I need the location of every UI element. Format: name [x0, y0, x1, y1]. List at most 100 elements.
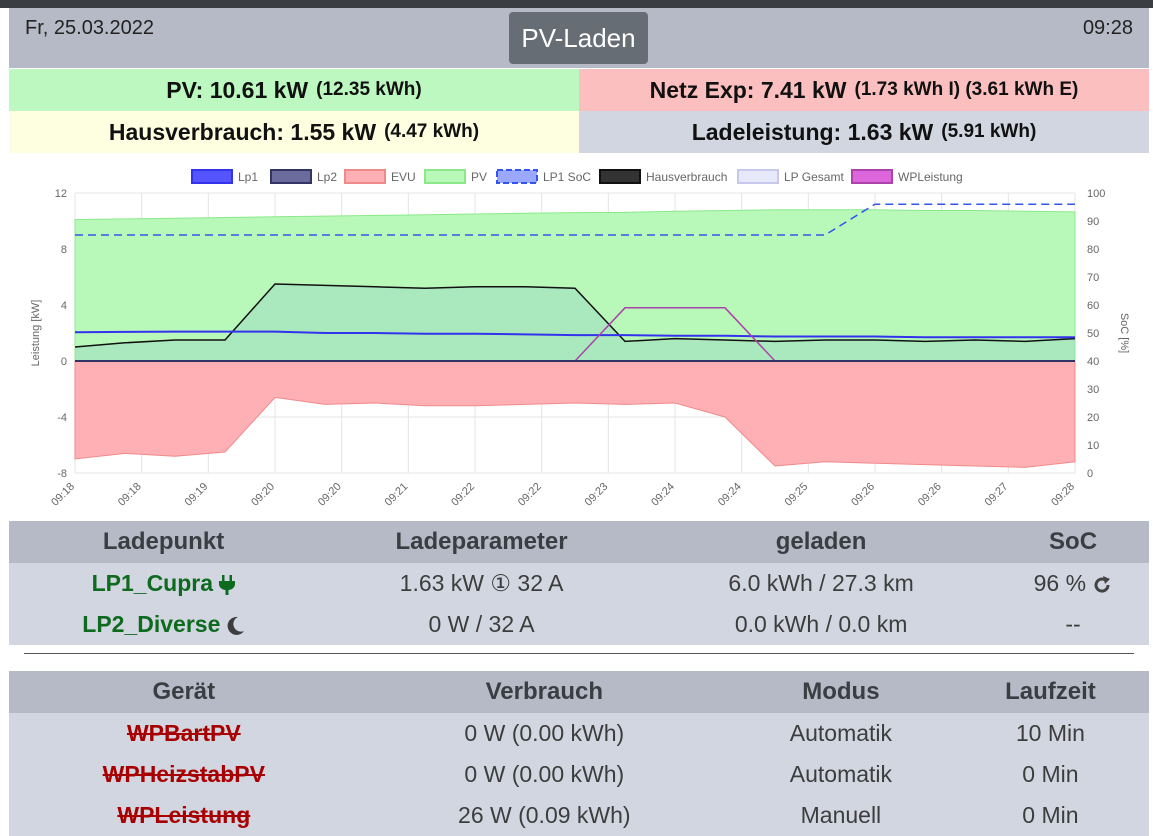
- x-tick-label: 09:19: [183, 481, 211, 509]
- time-label: 09:28: [1082, 17, 1133, 39]
- legend-label: WPLeistung: [898, 170, 963, 184]
- charge-point-name[interactable]: LP1_Cupra: [9, 563, 319, 604]
- device-name[interactable]: WPLeistung: [9, 795, 359, 836]
- y2-axis-title: SoC [%]: [1118, 313, 1130, 353]
- date-label: Fr, 25.03.2022: [25, 17, 154, 39]
- y-tick-label: -4: [57, 412, 67, 424]
- lp1-soc-line: [75, 203, 1075, 236]
- col-soc: SoC: [997, 521, 1149, 563]
- charged-amount: 6.0 kWh / 27.3 km: [645, 563, 998, 604]
- legend-label: Lp2: [317, 170, 337, 184]
- device-mode[interactable]: Manuell: [729, 795, 952, 836]
- device-name[interactable]: WPBartPV: [9, 713, 359, 754]
- x-tick-label: 09:25: [783, 481, 811, 509]
- charged-amount: 0.0 kWh / 0.0 km: [645, 604, 998, 645]
- y2-tick-label: 10: [1087, 440, 1099, 452]
- table-row: WPHeizstabPV 0 W (0.00 kWh) Automatik 0 …: [9, 754, 1149, 795]
- x-tick-label: 09:28: [1049, 481, 1077, 509]
- y2-tick-label: 50: [1087, 328, 1099, 340]
- device-mode[interactable]: Automatik: [729, 713, 952, 754]
- y-tick-label: 8: [61, 244, 67, 256]
- divider: [24, 653, 1134, 654]
- y-tick-label: -8: [57, 468, 67, 480]
- col-modus: Modus: [729, 671, 952, 713]
- charge-point-table: Ladepunkt Ladeparameter geladen SoC LP1_…: [9, 521, 1149, 645]
- y2-tick-label: 80: [1087, 244, 1099, 256]
- x-tick-label: 09:24: [649, 481, 677, 509]
- col-geladen: geladen: [645, 521, 998, 563]
- legend-swatch: [344, 169, 386, 184]
- legend-swatch: [599, 169, 641, 184]
- x-tick-label: 09:18: [116, 481, 144, 509]
- window-top-bar: [0, 0, 1153, 8]
- col-laufzeit: Laufzeit: [951, 671, 1149, 713]
- y-tick-label: 0: [61, 356, 67, 368]
- legend-swatch: [191, 169, 233, 184]
- x-tick-label: 09:26: [849, 481, 877, 509]
- pv-status: PV: 10.61 kW (12.35 kWh): [9, 69, 579, 111]
- device-runtime: 10 Min: [951, 713, 1149, 754]
- col-ladeparameter: Ladeparameter: [318, 521, 646, 563]
- legend-swatch: [424, 169, 466, 184]
- legend-label: LP Gesamt: [784, 170, 844, 184]
- x-tick-label: 09:27: [983, 481, 1011, 509]
- lp1-line: [74, 330, 1075, 339]
- plug-icon: [219, 574, 236, 595]
- pv-area: [74, 209, 1076, 362]
- y-axis-title: Leistung [kW]: [30, 300, 42, 367]
- legend-swatch: [496, 169, 538, 184]
- y2-tick-label: 70: [1087, 272, 1099, 284]
- device-table: Gerät Verbrauch Modus Laufzeit WPBartPV …: [9, 671, 1149, 836]
- charge-param: 1.63 kW ① 32 A: [318, 563, 646, 604]
- house-consumption-status: Hausverbrauch: 1.55 kW (4.47 kWh): [9, 111, 579, 153]
- table-row: LP1_Cupra 1.63 kW ① 32 A 6.0 kWh / 27.3 …: [9, 563, 1149, 604]
- page-title-button[interactable]: PV-Laden: [509, 12, 648, 64]
- device-runtime: 0 Min: [951, 754, 1149, 795]
- col-ladepunkt: Ladepunkt: [9, 521, 319, 563]
- power-chart[interactable]: -8 -4 0 4 8 12 0 10 20 30 40 50 60 70 80 90 100 09:18 09:1…: [9, 160, 1149, 515]
- x-tick-label: 09:23: [583, 481, 611, 509]
- legend-label: PV: [471, 170, 487, 184]
- device-consumption: 0 W (0.00 kWh): [358, 754, 730, 795]
- soc-cell: 96 %: [997, 563, 1149, 604]
- x-tick-label: 09:24: [716, 481, 744, 509]
- legend-swatch: [851, 169, 893, 184]
- x-tick-label: 09:26: [916, 481, 944, 509]
- y2-tick-label: 100: [1087, 188, 1105, 200]
- moon-icon: [227, 616, 244, 635]
- x-tick-label: 09:18: [49, 481, 77, 509]
- device-mode[interactable]: Automatik: [729, 754, 952, 795]
- legend-label: EVU: [391, 170, 416, 184]
- page-header: Fr, 25.03.2022 PV-Laden 09:28: [9, 8, 1149, 68]
- soc-cell: --: [997, 604, 1149, 645]
- charge-param: 0 W / 32 A: [318, 604, 646, 645]
- legend-label: LP1 SoC: [543, 170, 591, 184]
- col-geraet: Gerät: [9, 671, 359, 713]
- table-row: WPBartPV 0 W (0.00 kWh) Automatik 10 Min: [9, 713, 1149, 754]
- legend-label: Hausverbrauch: [646, 170, 727, 184]
- y2-tick-label: 60: [1087, 300, 1099, 312]
- x-tick-label: 09:20: [316, 481, 344, 509]
- y2-tick-label: 30: [1087, 384, 1099, 396]
- legend-swatch: [270, 169, 312, 184]
- y2-tick-label: 0: [1087, 468, 1093, 480]
- x-tick-label: 09:20: [249, 481, 277, 509]
- y-tick-label: 12: [55, 188, 67, 200]
- refresh-icon[interactable]: [1092, 575, 1112, 595]
- device-name[interactable]: WPHeizstabPV: [9, 754, 359, 795]
- device-runtime: 0 Min: [951, 795, 1149, 836]
- legend-swatch: [737, 169, 779, 184]
- y2-tick-label: 20: [1087, 412, 1099, 424]
- x-tick-label: 09:21: [383, 481, 411, 509]
- charge-point-name[interactable]: LP2_Diverse: [9, 604, 319, 645]
- grid-status: Netz Exp: 7.41 kW (1.73 kWh I) (3.61 kWh …: [579, 69, 1149, 111]
- table-row: LP2_Diverse 0 W / 32 A 0.0 kWh / 0.0 km …: [9, 604, 1149, 645]
- charging-power-status: Ladeleistung: 1.63 kW (5.91 kWh): [579, 111, 1149, 153]
- x-tick-label: 09:22: [449, 481, 477, 509]
- table-row: WPLeistung 26 W (0.09 kWh) Manuell 0 Min: [9, 795, 1149, 836]
- y2-tick-label: 90: [1087, 216, 1099, 228]
- evu-area: [74, 360, 1076, 468]
- legend-label: Lp1: [238, 170, 258, 184]
- col-verbrauch: Verbrauch: [358, 671, 730, 713]
- hausverbrauch-line: [74, 283, 1076, 348]
